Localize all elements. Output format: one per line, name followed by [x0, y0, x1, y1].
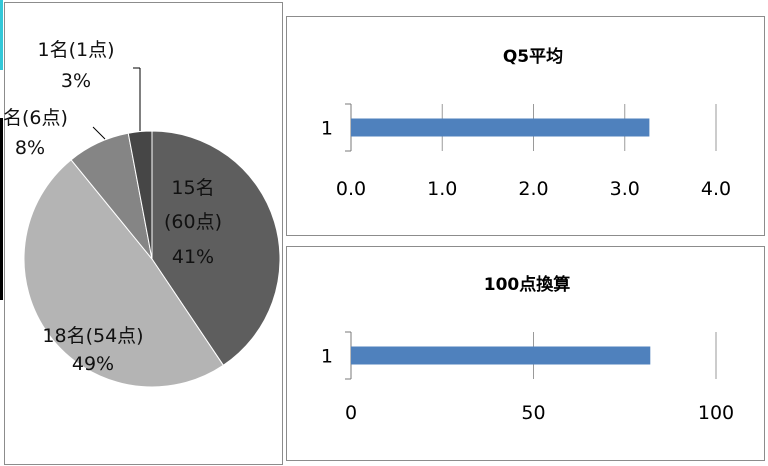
pie-label-slice-4-name: 1名(1点): [37, 39, 114, 61]
average-bar-1: [351, 118, 650, 137]
pie-label-slice-3-percent: 8%: [15, 137, 45, 159]
pie-label-slice-3-name: 名(6点): [3, 107, 68, 129]
pie-label-slice-1-points: (60点): [164, 211, 222, 233]
average-x-tick-label-4: 4.0: [701, 178, 731, 200]
bar-chart-100pt: 0 50 100 1: [321, 331, 734, 424]
chart-title-average: Q5平均: [503, 46, 563, 67]
average-x-tick-label-3: 3.0: [610, 178, 640, 200]
hundred-x-tick-label-2: 100: [698, 402, 734, 424]
average-x-tick-label-1: 1.0: [427, 178, 457, 200]
hundred-x-tick-label-0: 0: [345, 402, 357, 424]
left-edge-black-mark: [0, 118, 3, 300]
pie-label-slice-4-percent: 3%: [61, 70, 91, 92]
pie-slice-2: [23, 159, 225, 388]
bar-chart-average-frame: [286, 16, 765, 236]
pie-slice-1: [151, 130, 281, 366]
pie-label-slice-1-percent: 41%: [172, 246, 214, 268]
average-x-tick-label-2: 2.0: [518, 178, 548, 200]
bar-chart-average: 0.0 1.0 2.0 3.0 4.0 1: [321, 103, 731, 200]
pie-label-slice-1-name: 15名: [171, 177, 214, 199]
left-edge-teal-mark: [0, 0, 3, 70]
pie-slice-4: [127, 130, 153, 260]
hundred-category-label-1: 1: [321, 346, 333, 368]
pie-chart-frame: [4, 2, 283, 465]
hundred-bar-1: [351, 346, 651, 365]
average-category-label-1: 1: [321, 118, 333, 140]
hundred-x-tick-label-1: 50: [521, 402, 545, 424]
pie-label-slice-2-name: 18名(54点): [42, 325, 143, 347]
pie-label-slice-2-percent: 49%: [72, 353, 114, 375]
bar-chart-100pt-frame: [286, 246, 765, 461]
leader-line-slice-3: [92, 126, 106, 140]
chart-title-100pt: 100点換算: [484, 274, 571, 295]
average-x-tick-label-0: 0.0: [336, 178, 366, 200]
pie-chart: 15名 (60点) 41% 18名(54点) 49% 名(6点) 8% 1名(1…: [3, 39, 281, 388]
